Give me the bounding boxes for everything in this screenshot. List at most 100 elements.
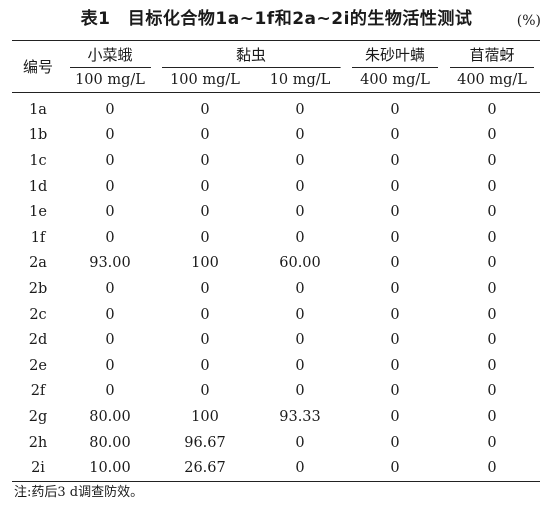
- activity-value: 0: [295, 101, 305, 118]
- activity-value: 0: [487, 127, 497, 144]
- compound-id: 2e: [29, 357, 47, 374]
- table-row: 2c 0 0 0 0 0: [12, 302, 540, 328]
- table-row: 1f 0 0 0 0 0: [12, 225, 540, 251]
- activity-value: 0: [487, 332, 497, 349]
- table-row: 1d 0 0 0 0 0: [12, 174, 540, 200]
- activity-value: 0: [295, 434, 305, 451]
- activity-value: 0: [444, 455, 541, 482]
- activity-value: 0: [200, 383, 210, 400]
- table-row: 2e 0 0 0 0 0: [12, 353, 540, 379]
- table-row: 2f 0 0 0 0 0: [12, 379, 540, 405]
- activity-value: 0: [105, 280, 115, 297]
- activity-value: 0: [105, 127, 115, 144]
- activity-value: 0: [487, 101, 497, 118]
- activity-value: 0: [295, 152, 305, 169]
- activity-value: 0: [105, 178, 115, 195]
- activity-value: 0: [295, 357, 305, 374]
- table-header: 编号 小菜蛾 黏虫 朱砂叶螨 苜蓿蚜 100 mg/L 100 mg/L 10 …: [12, 40, 541, 93]
- header-concentration: 400 mg/L: [444, 68, 541, 93]
- activity-value: 0: [487, 204, 497, 221]
- compound-id: 1d: [28, 178, 48, 195]
- table-row: 2h 80.00 96.67 0 0 0: [12, 430, 540, 456]
- activity-value: 0: [487, 229, 497, 246]
- activity-value: 26.67: [156, 455, 254, 482]
- activity-value: 0: [295, 127, 305, 144]
- activity-value: 0: [200, 229, 210, 246]
- table-body: 1a 0 0 0 0 0 1b 0 0 0 0 0 1c 0 0 0 0 0 1d 0 0 0 0 0 1e 0 0 0 0 0 1f 0 0 0…: [12, 93, 541, 482]
- activity-value: 0: [390, 204, 400, 221]
- table-footnote: 注:药后3 d调查防效。: [14, 485, 144, 500]
- activity-value: 60.00: [279, 255, 321, 272]
- table-row: 1c 0 0 0 0 0: [12, 148, 540, 174]
- activity-value: 0: [200, 280, 210, 297]
- activity-value: 93.00: [89, 255, 131, 272]
- header-diamondback-moth: 小菜蛾: [64, 40, 156, 68]
- table-unit: (%): [516, 13, 541, 29]
- activity-value: 0: [390, 306, 400, 323]
- activity-value: 0: [487, 255, 497, 272]
- header-row-species: 编号 小菜蛾 黏虫 朱砂叶螨 苜蓿蚜: [12, 40, 541, 93]
- activity-value: 0: [390, 280, 400, 297]
- header-row-concentration: 100 mg/L 100 mg/L 10 mg/L 400 mg/L 400 m…: [12, 68, 541, 93]
- activity-value: 0: [295, 383, 305, 400]
- activity-value: 0: [295, 229, 305, 246]
- header-concentration: 100 mg/L: [156, 68, 254, 93]
- compound-id: 2b: [28, 280, 48, 297]
- activity-value: 0: [487, 408, 497, 425]
- table-caption: 表1 目标化合物1a~1f和2a~2i的生物活性测试 (%): [0, 6, 553, 32]
- compound-id: 1f: [30, 229, 46, 246]
- activity-value: 0: [390, 178, 400, 195]
- compound-id: 2c: [29, 306, 47, 323]
- activity-value: 0: [105, 306, 115, 323]
- header-concentration: 100 mg/L: [64, 68, 156, 93]
- compound-id: 1c: [29, 152, 47, 169]
- table-row: 2g 80.00 100 93.33 0 0: [12, 404, 540, 430]
- header-compound: 编号: [12, 40, 64, 93]
- table-row: 1a 0 0 0 0 0: [12, 93, 540, 123]
- activity-value: 0: [295, 280, 305, 297]
- activity-value: 0: [487, 306, 497, 323]
- compound-id: 2h: [28, 434, 48, 451]
- header-concentration: 400 mg/L: [346, 68, 445, 93]
- activity-value: 10.00: [64, 455, 156, 482]
- activity-value: 0: [487, 178, 497, 195]
- compound-id: 1b: [28, 127, 48, 144]
- header-armyworm: 黏虫: [156, 40, 347, 68]
- activity-value: 0: [295, 306, 305, 323]
- activity-value: 0: [346, 455, 445, 482]
- compound-id: 1a: [29, 101, 47, 118]
- activity-value: 0: [390, 229, 400, 246]
- compound-id: 2g: [28, 408, 48, 425]
- activity-value: 93.33: [279, 408, 321, 425]
- compound-id: 1e: [29, 204, 47, 221]
- activity-value: 0: [105, 152, 115, 169]
- activity-value: 0: [200, 332, 210, 349]
- activity-value: 0: [487, 383, 497, 400]
- activity-value: 0: [390, 152, 400, 169]
- activity-value: 80.00: [89, 434, 131, 451]
- activity-value: 0: [390, 357, 400, 374]
- activity-value: 0: [105, 229, 115, 246]
- header-aphid: 苜蓿蚜: [444, 40, 541, 68]
- activity-value: 0: [390, 255, 400, 272]
- bioactivity-table: 编号 小菜蛾 黏虫 朱砂叶螨 苜蓿蚜 100 mg/L 100 mg/L 10 …: [12, 40, 541, 482]
- activity-value: 100: [191, 408, 219, 425]
- activity-value: 0: [105, 332, 115, 349]
- table-row: 1e 0 0 0 0 0: [12, 199, 540, 225]
- table-row: 2d 0 0 0 0 0: [12, 327, 540, 353]
- activity-value: 0: [200, 127, 210, 144]
- activity-value: 0: [295, 204, 305, 221]
- activity-value: 0: [487, 434, 497, 451]
- activity-value: 0: [487, 357, 497, 374]
- table-row: 1b 0 0 0 0 0: [12, 123, 540, 149]
- activity-value: 0: [105, 357, 115, 374]
- activity-value: 80.00: [89, 408, 131, 425]
- activity-value: 0: [390, 434, 400, 451]
- activity-value: 0: [487, 152, 497, 169]
- activity-value: 0: [254, 455, 347, 482]
- table-row: 2i 10.00 26.67 0 0 0: [12, 455, 541, 482]
- activity-value: 0: [295, 178, 305, 195]
- activity-value: 0: [390, 383, 400, 400]
- activity-value: 100: [191, 255, 219, 272]
- activity-value: 0: [295, 332, 305, 349]
